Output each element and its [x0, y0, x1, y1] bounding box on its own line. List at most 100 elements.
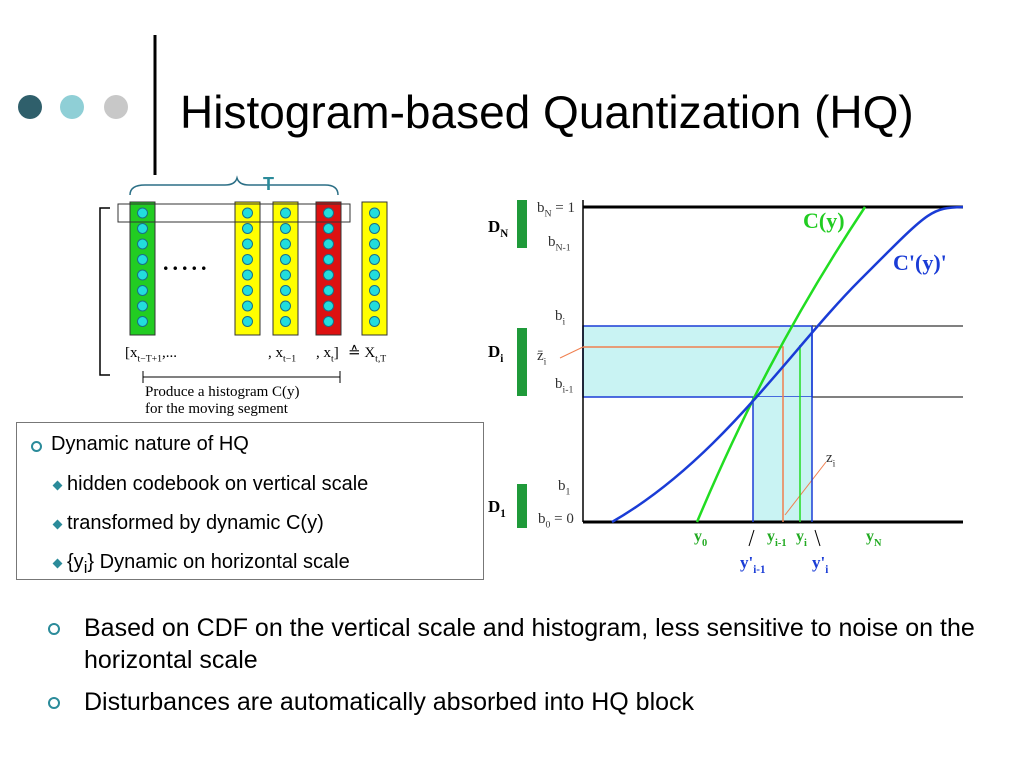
feature-dot — [280, 285, 291, 296]
label-part: y' — [740, 553, 753, 572]
label-part: N — [500, 228, 508, 240]
feature-dot — [137, 223, 148, 234]
label-part: b — [555, 376, 563, 392]
label: zi — [826, 450, 836, 470]
label-part: t−T+1 — [138, 354, 163, 365]
label-part: ≙ X — [348, 344, 375, 361]
feature-dot — [280, 269, 291, 281]
feature-dot — [242, 285, 253, 296]
label-part: y — [796, 528, 804, 545]
info-text: transformed by dynamic C(y) — [67, 512, 324, 534]
info-text: {y — [67, 551, 84, 573]
feature-dot — [137, 207, 148, 219]
feature-dot — [323, 207, 334, 219]
feature-dot — [369, 300, 380, 312]
feature-dot — [369, 316, 380, 327]
feature-dot — [323, 300, 334, 312]
feature-dot — [323, 238, 334, 250]
feature-dot — [369, 238, 380, 250]
label-part: , x — [268, 345, 284, 361]
label-part: 1 — [566, 487, 571, 498]
label-part: i — [804, 538, 807, 549]
label-part: D — [488, 497, 500, 516]
label-part: D — [488, 217, 500, 236]
info-text: hidden codebook on vertical scale — [67, 473, 369, 495]
label-part: t — [331, 354, 334, 365]
label-part: b — [548, 234, 556, 250]
feature-dot — [280, 254, 291, 265]
label: ≙ Xt,T — [348, 344, 386, 365]
feature-dot — [137, 300, 148, 312]
label-part: ] — [334, 345, 339, 361]
label: , xt] — [316, 345, 339, 365]
feature-dot — [323, 269, 334, 281]
feature-dot — [323, 316, 334, 327]
feature-dot — [137, 254, 148, 265]
feature-dot — [242, 207, 253, 219]
label: bN-1 — [548, 234, 571, 254]
info-box: Dynamic nature of HQ hidden codebook on … — [16, 422, 484, 580]
label-part: D — [488, 342, 500, 361]
deco-dot — [18, 95, 42, 119]
label: , xt−1 — [268, 345, 296, 365]
leader — [559, 346, 584, 359]
label: C'(y)' — [893, 250, 947, 275]
brace — [129, 175, 339, 196]
label-part: z — [826, 450, 833, 466]
ellipsis: ..... — [163, 250, 211, 275]
label-part: i — [833, 459, 836, 470]
leader — [784, 461, 827, 516]
label-part: b — [558, 478, 566, 494]
label: bN = 1 — [537, 200, 575, 220]
label-part: = 0 — [550, 511, 573, 527]
feature-dot — [242, 269, 253, 281]
orange-guide — [583, 346, 784, 522]
feature-dot — [137, 269, 148, 281]
deco-dot — [60, 95, 84, 119]
label-part: N — [874, 538, 882, 549]
tick-slash — [748, 529, 755, 547]
label-part: b — [538, 511, 546, 527]
feature-dot — [323, 254, 334, 265]
feature-dot — [369, 285, 380, 296]
feature-dot — [280, 223, 291, 234]
info-text: } Dynamic on horizontal scale — [87, 551, 350, 573]
label: y0 — [694, 528, 707, 549]
label-part: C(y) — [803, 208, 845, 233]
label-part: y — [767, 528, 775, 545]
feature-dot — [280, 238, 291, 250]
feature-dot — [323, 223, 334, 234]
band — [582, 325, 813, 398]
caption: for the moving segment — [145, 401, 289, 417]
label: y'i-1 — [740, 553, 766, 576]
bullet-text: Disturbances are automatically absorbed … — [48, 686, 994, 718]
label-part: i-1 — [775, 538, 787, 549]
info-item: transformed by dynamic C(y) — [52, 512, 324, 535]
label: b1 — [558, 478, 571, 498]
label-part: b — [537, 200, 545, 216]
label: bi — [555, 308, 566, 328]
label-part: , x — [316, 345, 332, 361]
feature-dot — [323, 285, 334, 296]
label-part: 1 — [500, 508, 506, 520]
info-text: i — [83, 558, 88, 577]
label-part: t,T — [375, 354, 386, 365]
bullet — [31, 441, 42, 452]
label-part: C'(y)' — [893, 250, 947, 275]
label-part: i-1 — [563, 385, 574, 396]
bullet-list: Based on CDF on the vertical scale and h… — [48, 612, 994, 728]
label-part: i — [825, 564, 828, 576]
label-part: i-1 — [753, 564, 765, 576]
feature-dot — [242, 223, 253, 234]
label-part: [x — [125, 345, 138, 361]
label: [xt−T+1,... — [125, 345, 177, 365]
label-part: b — [555, 308, 563, 324]
label-part: y — [866, 528, 874, 545]
label-part: 0 — [546, 520, 551, 531]
feature-dot — [369, 269, 380, 281]
vector-column — [272, 201, 299, 336]
label-part: y' — [812, 553, 825, 572]
feature-dot — [369, 223, 380, 234]
info-item: {yi} Dynamic on horizontal scale — [52, 551, 350, 578]
